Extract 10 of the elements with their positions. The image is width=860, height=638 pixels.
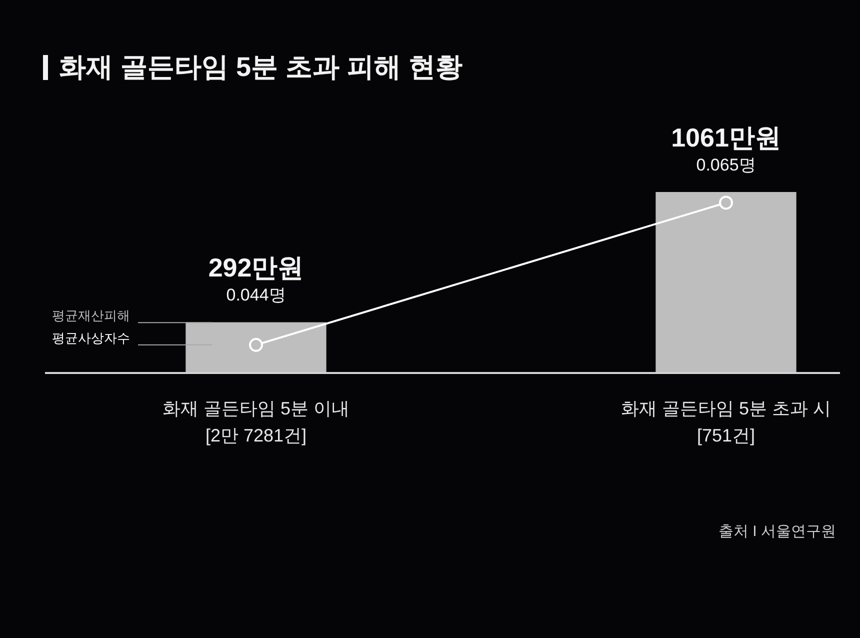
data-label: 292만원 [208,252,304,283]
data-label: 1061만원 [671,122,781,152]
x-tick-label: 화재 골든타임 5분 초과 시 [751건] [620,398,832,446]
source-note: 출처 I 서울연구원 [718,522,836,541]
text: 평균재산피해 [52,308,130,324]
text: 평균사상자수 [52,330,130,346]
data-label: 0.044명 [226,286,286,305]
data-label: 0.065명 [696,155,756,174]
x-tick-label: 화재 골든타임 5분 이내 [2만 7281건] [162,398,350,446]
chart-title: 화재 골든타임 5분 초과 피해 현황 [59,51,463,84]
